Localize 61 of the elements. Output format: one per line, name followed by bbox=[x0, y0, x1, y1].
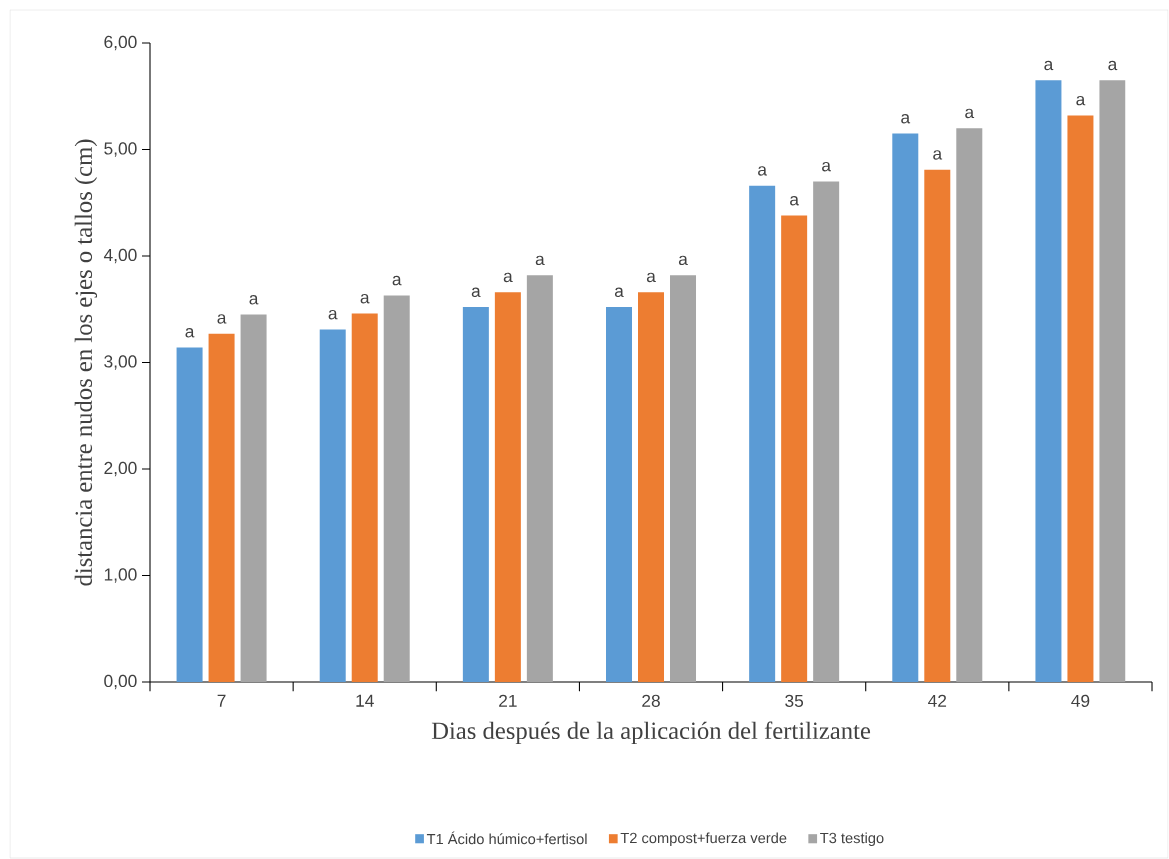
bar bbox=[494, 292, 521, 682]
legend-label: T3 testigo bbox=[820, 832, 884, 847]
bar bbox=[462, 307, 489, 682]
data-label: a bbox=[614, 287, 624, 298]
data-label: a bbox=[392, 275, 402, 286]
y-axis-title: distancia entre nudos en los ejes o tallos (cm) bbox=[74, 139, 98, 586]
y-tick-label: 3,00 bbox=[104, 355, 137, 370]
x-tick-label: 21 bbox=[499, 694, 517, 707]
bar bbox=[892, 133, 919, 682]
data-label: a bbox=[249, 295, 259, 305]
data-label: a bbox=[901, 113, 911, 124]
bar bbox=[1067, 115, 1094, 682]
x-tick-label: 49 bbox=[1071, 694, 1090, 707]
bar bbox=[638, 292, 665, 682]
data-label: a bbox=[217, 314, 227, 324]
legend-label: T1 Ácido húmico+fertisol bbox=[426, 831, 587, 845]
y-tick-label: 0,00 bbox=[104, 674, 137, 690]
x-tick-label: 7 bbox=[217, 694, 226, 707]
x-tick-label: 28 bbox=[642, 694, 660, 707]
bar bbox=[813, 181, 840, 682]
bar bbox=[176, 347, 203, 682]
data-label: a bbox=[503, 272, 513, 283]
legend-label: T2 compost+fuerza verde bbox=[620, 832, 787, 847]
bar bbox=[924, 169, 951, 682]
x-axis-title: Dias después de la aplicación del fertilizante bbox=[431, 721, 871, 745]
bar bbox=[1099, 80, 1126, 682]
bar bbox=[240, 314, 267, 682]
data-label: a bbox=[790, 195, 799, 206]
data-label: a bbox=[965, 108, 975, 119]
data-label: a bbox=[535, 255, 545, 266]
bar bbox=[526, 275, 553, 682]
data-label: a bbox=[1044, 60, 1054, 71]
bar bbox=[208, 333, 235, 682]
data-label: a bbox=[646, 272, 656, 283]
data-label: a bbox=[185, 328, 195, 338]
bar bbox=[781, 215, 808, 682]
data-label: a bbox=[822, 161, 831, 172]
bar bbox=[606, 307, 633, 682]
bar bbox=[956, 128, 983, 682]
data-label: a bbox=[678, 255, 688, 266]
y-tick-label: 1,00 bbox=[104, 568, 137, 583]
data-label: a bbox=[360, 293, 370, 304]
bar bbox=[670, 275, 697, 682]
data-label: a bbox=[933, 150, 943, 160]
y-tick-label: 5,00 bbox=[104, 142, 137, 157]
data-label: a bbox=[328, 309, 338, 320]
x-tick-label: 42 bbox=[928, 694, 947, 707]
x-tick-label: 35 bbox=[785, 694, 804, 707]
data-label: a bbox=[471, 287, 481, 298]
bar bbox=[383, 295, 410, 682]
y-tick-label: 6,00 bbox=[104, 35, 137, 51]
y-tick-label: 4,00 bbox=[103, 248, 137, 264]
bar bbox=[1035, 80, 1062, 682]
bar bbox=[319, 329, 346, 682]
data-label: a bbox=[1108, 60, 1118, 71]
y-tick-label: 2,00 bbox=[104, 461, 137, 477]
data-label: a bbox=[1076, 95, 1086, 106]
bar bbox=[749, 185, 776, 682]
bar bbox=[351, 313, 378, 682]
x-tick-label: 14 bbox=[356, 694, 374, 707]
data-label: a bbox=[758, 166, 767, 176]
